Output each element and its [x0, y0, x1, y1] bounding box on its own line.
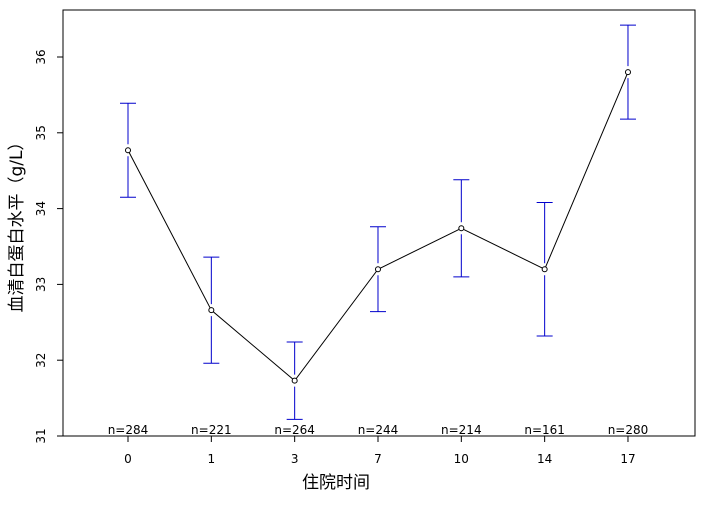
- error-bar: [619, 24, 636, 120]
- point: [458, 225, 465, 232]
- y-tick-label: 32: [34, 353, 48, 368]
- sample-label: n=214: [441, 423, 482, 437]
- x-axis-label: 住院时间: [302, 473, 370, 493]
- x-tick-label: 1: [208, 452, 216, 466]
- sample-label: n=264: [274, 423, 315, 437]
- y-tick-label: 35: [34, 125, 48, 140]
- point: [374, 266, 381, 273]
- point: [208, 307, 215, 314]
- error-bar: [453, 179, 470, 278]
- sample-label: n=221: [191, 423, 232, 437]
- x-tick-label: 14: [537, 452, 552, 466]
- error-bar: [203, 256, 220, 364]
- point: [624, 69, 631, 76]
- point: [125, 147, 131, 154]
- point: [291, 377, 298, 384]
- y-axis-label: 血清白蛋白水平（g/L）: [7, 134, 27, 313]
- sample-label: n=244: [358, 423, 399, 437]
- error-bar: [120, 102, 136, 198]
- y-tick-label: 31: [34, 428, 48, 443]
- sample-label: n=161: [524, 423, 565, 437]
- error-bar: [536, 202, 553, 337]
- y-tick-label: 34: [34, 201, 48, 216]
- y-tick-label: 36: [34, 49, 48, 64]
- x-tick-label: 0: [124, 452, 132, 466]
- x-tick-label: 7: [374, 452, 382, 466]
- error-bar: [286, 341, 303, 420]
- error-bar: [369, 226, 386, 313]
- x-tick-label: 17: [620, 452, 635, 466]
- y-tick-label: 33: [34, 277, 48, 292]
- plot-frame: [62, 9, 696, 437]
- point: [541, 266, 548, 273]
- sample-label: n=280: [608, 423, 649, 437]
- x-tick-label: 3: [291, 452, 299, 466]
- sample-label: n=284: [108, 423, 149, 437]
- x-tick-label: 10: [454, 452, 469, 466]
